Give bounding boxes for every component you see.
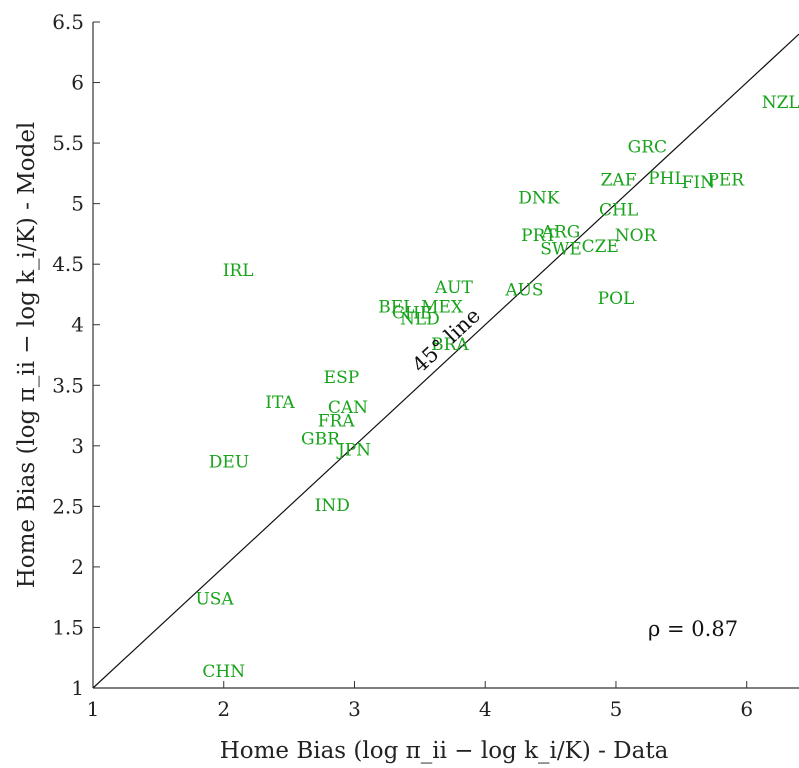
point-label-usa: USA bbox=[195, 589, 234, 609]
y-tick-label: 6 bbox=[71, 71, 84, 95]
point-label-prt: PRT bbox=[521, 226, 557, 246]
point-label-nor: NOR bbox=[615, 226, 658, 246]
point-label-nld: NLD bbox=[400, 310, 440, 330]
y-tick-label: 5 bbox=[71, 192, 84, 216]
point-label-chl: CHL bbox=[599, 201, 638, 221]
axes: 1 2 3 4 5 6 1 1.5 2 2.5 3 3.5 4 4.5 5 5.5 6 6.5 bbox=[52, 10, 799, 721]
x-tick-label: 5 bbox=[610, 697, 623, 721]
y-tick-label: 3.5 bbox=[52, 373, 84, 397]
y-tick-label: 2.5 bbox=[52, 494, 84, 518]
y-tick-label: 2 bbox=[71, 555, 84, 579]
point-label-ita: ITA bbox=[265, 393, 295, 413]
point-label-chn: CHN bbox=[202, 662, 245, 682]
point-label-bel: BEL bbox=[378, 298, 414, 318]
y-tick-label: 3 bbox=[71, 434, 84, 458]
point-label-jpn: JPN bbox=[336, 440, 371, 460]
x-tick-label: 1 bbox=[87, 697, 100, 721]
x-tick-label: 6 bbox=[740, 697, 753, 721]
y-tick-label: 1.5 bbox=[52, 615, 84, 639]
y-tick-label: 1 bbox=[71, 676, 84, 700]
point-label-can: CAN bbox=[328, 398, 368, 418]
point-label-fin: FIN bbox=[682, 173, 716, 193]
point-label-aut: AUT bbox=[434, 278, 474, 298]
y-tick-label: 6.5 bbox=[52, 10, 84, 34]
point-label-nzl: NZL bbox=[762, 93, 799, 113]
point-label-zaf: ZAF bbox=[601, 170, 637, 190]
point-label-per: PER bbox=[707, 170, 745, 190]
point-label-arg: ARG bbox=[541, 222, 581, 242]
point-label-phl: PHL bbox=[648, 169, 686, 189]
point-label-gbr: GBR bbox=[301, 430, 341, 450]
point-label-dnk: DNK bbox=[518, 189, 560, 209]
x-tick-label: 2 bbox=[217, 697, 230, 721]
y-axis-title: Home Bias (log π_ii − log k_i/K) - Model bbox=[14, 122, 40, 589]
point-label-esp: ESP bbox=[324, 368, 360, 388]
point-label-deu: DEU bbox=[209, 453, 249, 473]
point-label-cze: CZE bbox=[582, 237, 619, 257]
point-label-grc: GRC bbox=[628, 138, 667, 158]
y-tick-label: 4.5 bbox=[52, 252, 84, 276]
correlation-label: ρ = 0.87 bbox=[648, 617, 738, 641]
point-label-swe: SWE bbox=[540, 239, 582, 259]
point-label-irl: IRL bbox=[223, 261, 254, 281]
x-tick-label: 3 bbox=[348, 697, 361, 721]
point-label-bra: BRA bbox=[431, 335, 469, 355]
x-tick-label: 4 bbox=[479, 697, 492, 721]
reference-line-45deg bbox=[92, 33, 799, 689]
point-label-pol: POL bbox=[598, 289, 635, 309]
y-tick-label: 4 bbox=[71, 313, 84, 337]
point-label-mex: MEX bbox=[421, 298, 464, 318]
point-label-ind: IND bbox=[315, 496, 350, 516]
point-label-fra: FRA bbox=[318, 411, 356, 431]
point-label-aus: AUS bbox=[504, 281, 543, 301]
y-tick-label: 5.5 bbox=[52, 131, 84, 155]
x-axis-title: Home Bias (log π_ii − log k_i/K) - Data bbox=[220, 738, 669, 764]
point-label-che: CHE bbox=[392, 304, 432, 324]
